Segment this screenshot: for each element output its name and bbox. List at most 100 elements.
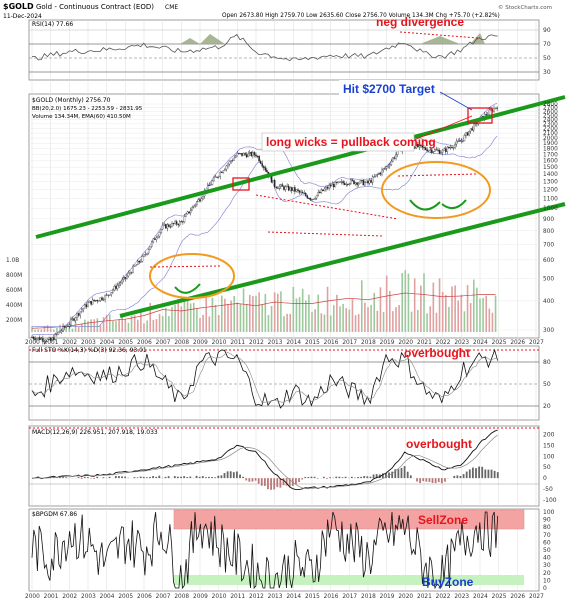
price-tick: 2800 [543,102,558,108]
volume-bar [270,305,273,332]
year-label: 2015 [305,594,320,600]
candle-body [197,199,200,202]
macd-histogram-bar [254,478,257,481]
macd-histogram-bar [279,478,282,488]
bpgdm-line [31,511,499,590]
candle-body [179,221,181,226]
candle-body [278,186,281,189]
macd-histogram-bar [341,477,344,479]
macd-histogram-bar [211,477,213,479]
macd-overbought-annotation: overbought [406,437,472,451]
volume-bar [236,302,239,332]
candle-body [90,300,92,305]
volume-bar [438,278,441,332]
candle-body [67,325,69,327]
candle-body [345,184,347,185]
volume-bar [451,286,453,332]
candle-body [194,204,197,207]
volume-bar [31,326,33,332]
macd-histogram-bar [164,476,167,479]
price-panel [28,93,540,339]
macd-histogram-bar [484,469,487,479]
candle-body [211,180,214,185]
candle-body [32,336,35,339]
macd-histogram-bar [416,478,418,482]
macd-histogram-bar [307,477,310,479]
candle-body [454,144,456,148]
candle-body [238,152,240,154]
cup-ellipse-2008 [149,253,235,299]
macd-histogram-bar [459,475,462,479]
candle-body [319,192,321,194]
rsi-tick: 50 [543,55,551,62]
volume-bar [136,319,139,332]
macd-histogram-bar [239,474,241,479]
macd-histogram-bar [86,477,89,479]
volume-bar [245,303,248,332]
macd-histogram-bar [204,477,207,479]
neg-divergence-annotation: neg divergence [376,15,464,29]
volume-bar [280,291,282,332]
macd-histogram-bar [173,476,176,479]
macd-histogram-bar [139,476,142,479]
candle-body [331,184,333,187]
candle-body [107,294,109,296]
candle-body [429,149,431,151]
candle-body [224,168,226,171]
candle-body [286,185,288,187]
price-tick: 1000 [543,206,558,212]
volume-bar [133,315,136,332]
candle-body [105,294,108,296]
year-label: 2015 [305,340,320,346]
upper-channel-line [35,95,566,239]
candle-body [273,179,276,188]
volume-bar [208,316,211,332]
candle-body [183,216,186,223]
macd-histogram-bar [195,475,198,479]
price-tick: 300 [543,328,554,334]
buy-zone-annotation: BuyZone [422,575,474,589]
candle-body [152,238,155,243]
candle-body [130,272,133,274]
candle-body [424,147,427,150]
macd-histogram-bar [158,475,161,479]
year-label: 2005 [118,594,133,600]
candle-body [362,180,365,186]
candle-body [81,309,83,312]
price-tick: 2400 [543,118,558,124]
candle-body [247,153,249,158]
candle-body [264,167,267,171]
macd-histogram-bar [478,466,481,479]
candle-body [496,107,498,109]
macd-histogram-bar [167,476,170,479]
candle-body [73,318,75,321]
candle-body [222,170,225,173]
candle-body [317,192,319,196]
macd-histogram-bar [310,476,313,479]
candle-body [135,264,137,267]
macd-histogram-bar [326,478,328,479]
macd-histogram-bar [124,476,127,479]
volume-bar [77,327,80,332]
candle-body [385,166,388,169]
macd-histogram-bar [431,478,434,483]
candle-body [227,163,229,167]
volume-bar [320,313,323,332]
volume-bar [485,295,488,332]
candle-body [249,152,251,154]
volume-tick: 200M [6,318,22,324]
rsi-label: RSI(14) 77.66 [32,21,73,28]
candle-body [258,156,260,162]
volume-bar [385,275,388,332]
candle-body [351,179,354,181]
candle-body [101,297,103,300]
macd-histogram-bar [251,478,254,482]
candle-body [441,150,444,153]
year-label: 2017 [342,340,357,346]
volume-bar [317,294,320,332]
candle-body [255,154,257,157]
candle-body [382,168,385,171]
macd-histogram-bar [267,478,269,490]
volume-bar [174,304,176,332]
